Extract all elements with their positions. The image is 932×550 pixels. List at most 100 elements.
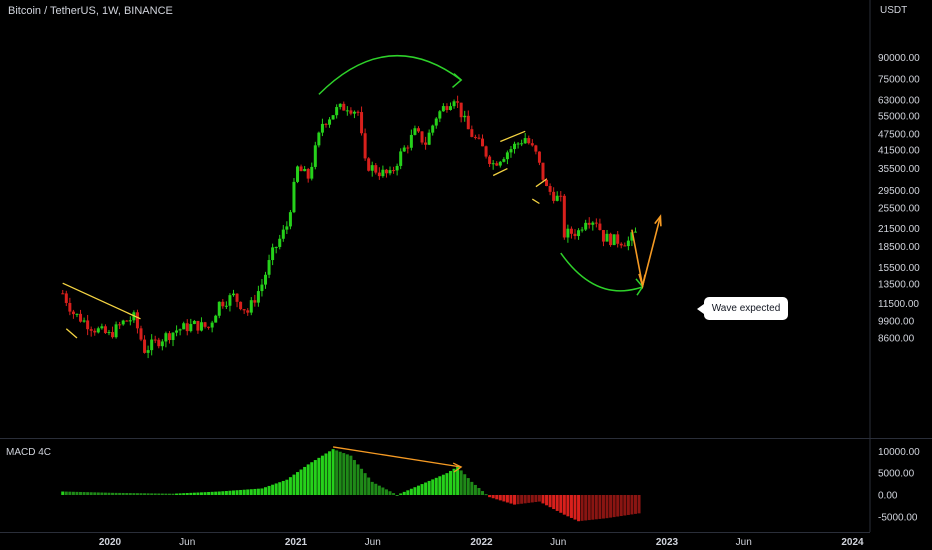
macd-bar (377, 485, 381, 495)
candle-body (527, 138, 531, 144)
candle-body (164, 333, 168, 342)
candle-body (509, 149, 513, 153)
candle-body (271, 247, 275, 261)
macd-bar (463, 474, 467, 495)
candle-body (135, 312, 139, 329)
candle-body (320, 123, 324, 133)
macd-bar (317, 457, 321, 495)
macd-bar (552, 495, 556, 510)
candle-body (246, 310, 250, 313)
macd-bar (132, 493, 136, 495)
macd-bar (160, 493, 164, 495)
candle-body (192, 320, 196, 324)
candle-body (626, 240, 630, 247)
macd-axis[interactable]: 10000.00 5000.00 0.00 -5000.00 (878, 447, 920, 524)
candle-body (381, 169, 385, 177)
macd-bar (409, 488, 413, 495)
bottom-arc-arrow (560, 252, 643, 292)
macd-bar (545, 495, 549, 506)
macd-bar (498, 495, 502, 501)
macd-bar (89, 492, 93, 495)
candle-body (292, 181, 296, 213)
macd-bar (623, 495, 627, 516)
candle-body (431, 125, 435, 133)
macd-bar (296, 472, 300, 495)
macd-bar (555, 495, 559, 511)
macd-bar (224, 490, 228, 495)
candle-body (139, 328, 143, 340)
macd-bar (381, 487, 385, 495)
price-tick-label: 25500.00 (878, 204, 920, 215)
candle-body (377, 172, 381, 177)
macd-bar (352, 460, 356, 495)
macd-bar (384, 489, 388, 495)
candle-body (207, 326, 211, 328)
price-tick-label: 9900.00 (878, 317, 915, 328)
macd-bar (103, 492, 107, 495)
candle-body (491, 163, 495, 165)
macd-bar (221, 491, 225, 495)
wedge-top-line (500, 130, 526, 143)
candle-body (349, 110, 353, 114)
candle-body (448, 106, 452, 110)
macd-bar (150, 493, 154, 495)
macd-tick-label: -5000.00 (878, 512, 918, 523)
macd-bar (178, 493, 182, 495)
macd-bar (253, 488, 257, 495)
candle-body (530, 143, 534, 146)
candle-body (498, 161, 502, 166)
macd-bar (303, 466, 307, 495)
candle-body (605, 233, 609, 242)
wave-expected-callout[interactable]: Wave expected (697, 297, 788, 320)
candle-body (537, 151, 541, 163)
time-axis[interactable]: 2020 Jun 2021 Jun 2022 Jun 2023 Jun 2024 (99, 537, 864, 548)
projection-arrowhead-low (638, 273, 646, 290)
macd-bar (427, 480, 431, 495)
macd-bar (246, 489, 250, 495)
macd-bar (171, 493, 175, 495)
candle-body (143, 339, 147, 353)
candle-body (253, 300, 257, 303)
price-tick-label: 8600.00 (878, 334, 915, 345)
candle-body (331, 115, 335, 120)
candle-body (598, 223, 602, 231)
time-tick-label: 2023 (656, 537, 679, 548)
price-axis[interactable]: 90000.00 75000.00 63000.00 55000.00 47500.00… (878, 53, 920, 345)
macd-bar (473, 484, 477, 495)
candle-body (456, 101, 460, 103)
candle-body (630, 232, 634, 241)
macd-bar (118, 492, 122, 495)
candle-body (569, 228, 573, 234)
candle-body (239, 301, 243, 310)
candle-body (473, 136, 477, 138)
candle-body (221, 301, 225, 307)
candle-body (306, 169, 310, 179)
macd-bar (299, 469, 303, 495)
macd-bar (481, 491, 485, 495)
macd-bar (456, 466, 460, 495)
time-tick-label: Jun (736, 537, 752, 548)
macd-bar (335, 450, 339, 495)
candle-body (352, 111, 356, 114)
macd-bar (434, 477, 438, 495)
macd-bar (530, 495, 534, 503)
macd-bar (196, 492, 200, 495)
candle-body (609, 233, 613, 246)
candle-body (86, 320, 90, 330)
macd-bar (121, 492, 125, 495)
candle-body (328, 119, 332, 125)
candle-body (267, 260, 271, 275)
candle-body (416, 128, 420, 132)
macd-bar (573, 495, 577, 520)
candle-body (623, 245, 627, 247)
macd-bar (210, 491, 214, 495)
candle-body (548, 186, 552, 192)
candle-body (160, 341, 164, 347)
trendline-top (62, 282, 141, 320)
macd-bar (242, 489, 246, 495)
macd-bar (438, 476, 442, 495)
macd-bar (484, 494, 488, 496)
macd-bar (413, 487, 417, 495)
macd-bar (164, 493, 168, 495)
